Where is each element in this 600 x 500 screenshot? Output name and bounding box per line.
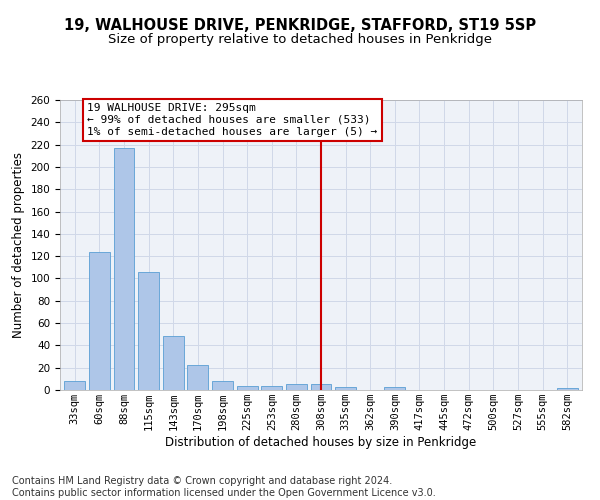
X-axis label: Distribution of detached houses by size in Penkridge: Distribution of detached houses by size …: [166, 436, 476, 449]
Bar: [163, 336, 184, 390]
Text: Size of property relative to detached houses in Penkridge: Size of property relative to detached ho…: [108, 32, 492, 46]
Bar: [89, 252, 110, 390]
Text: 19, WALHOUSE DRIVE, PENKRIDGE, STAFFORD, ST19 5SP: 19, WALHOUSE DRIVE, PENKRIDGE, STAFFORD,…: [64, 18, 536, 32]
Bar: [557, 388, 578, 390]
Text: 19 WALHOUSE DRIVE: 295sqm
← 99% of detached houses are smaller (533)
1% of semi-: 19 WALHOUSE DRIVE: 295sqm ← 99% of detac…: [87, 104, 377, 136]
Bar: [212, 381, 233, 390]
Bar: [261, 386, 282, 390]
Bar: [335, 386, 356, 390]
Bar: [64, 381, 85, 390]
Bar: [311, 384, 331, 390]
Bar: [236, 386, 257, 390]
Bar: [187, 366, 208, 390]
Bar: [113, 148, 134, 390]
Bar: [138, 272, 159, 390]
Bar: [385, 386, 406, 390]
Bar: [286, 384, 307, 390]
Text: Contains HM Land Registry data © Crown copyright and database right 2024.
Contai: Contains HM Land Registry data © Crown c…: [12, 476, 436, 498]
Y-axis label: Number of detached properties: Number of detached properties: [12, 152, 25, 338]
